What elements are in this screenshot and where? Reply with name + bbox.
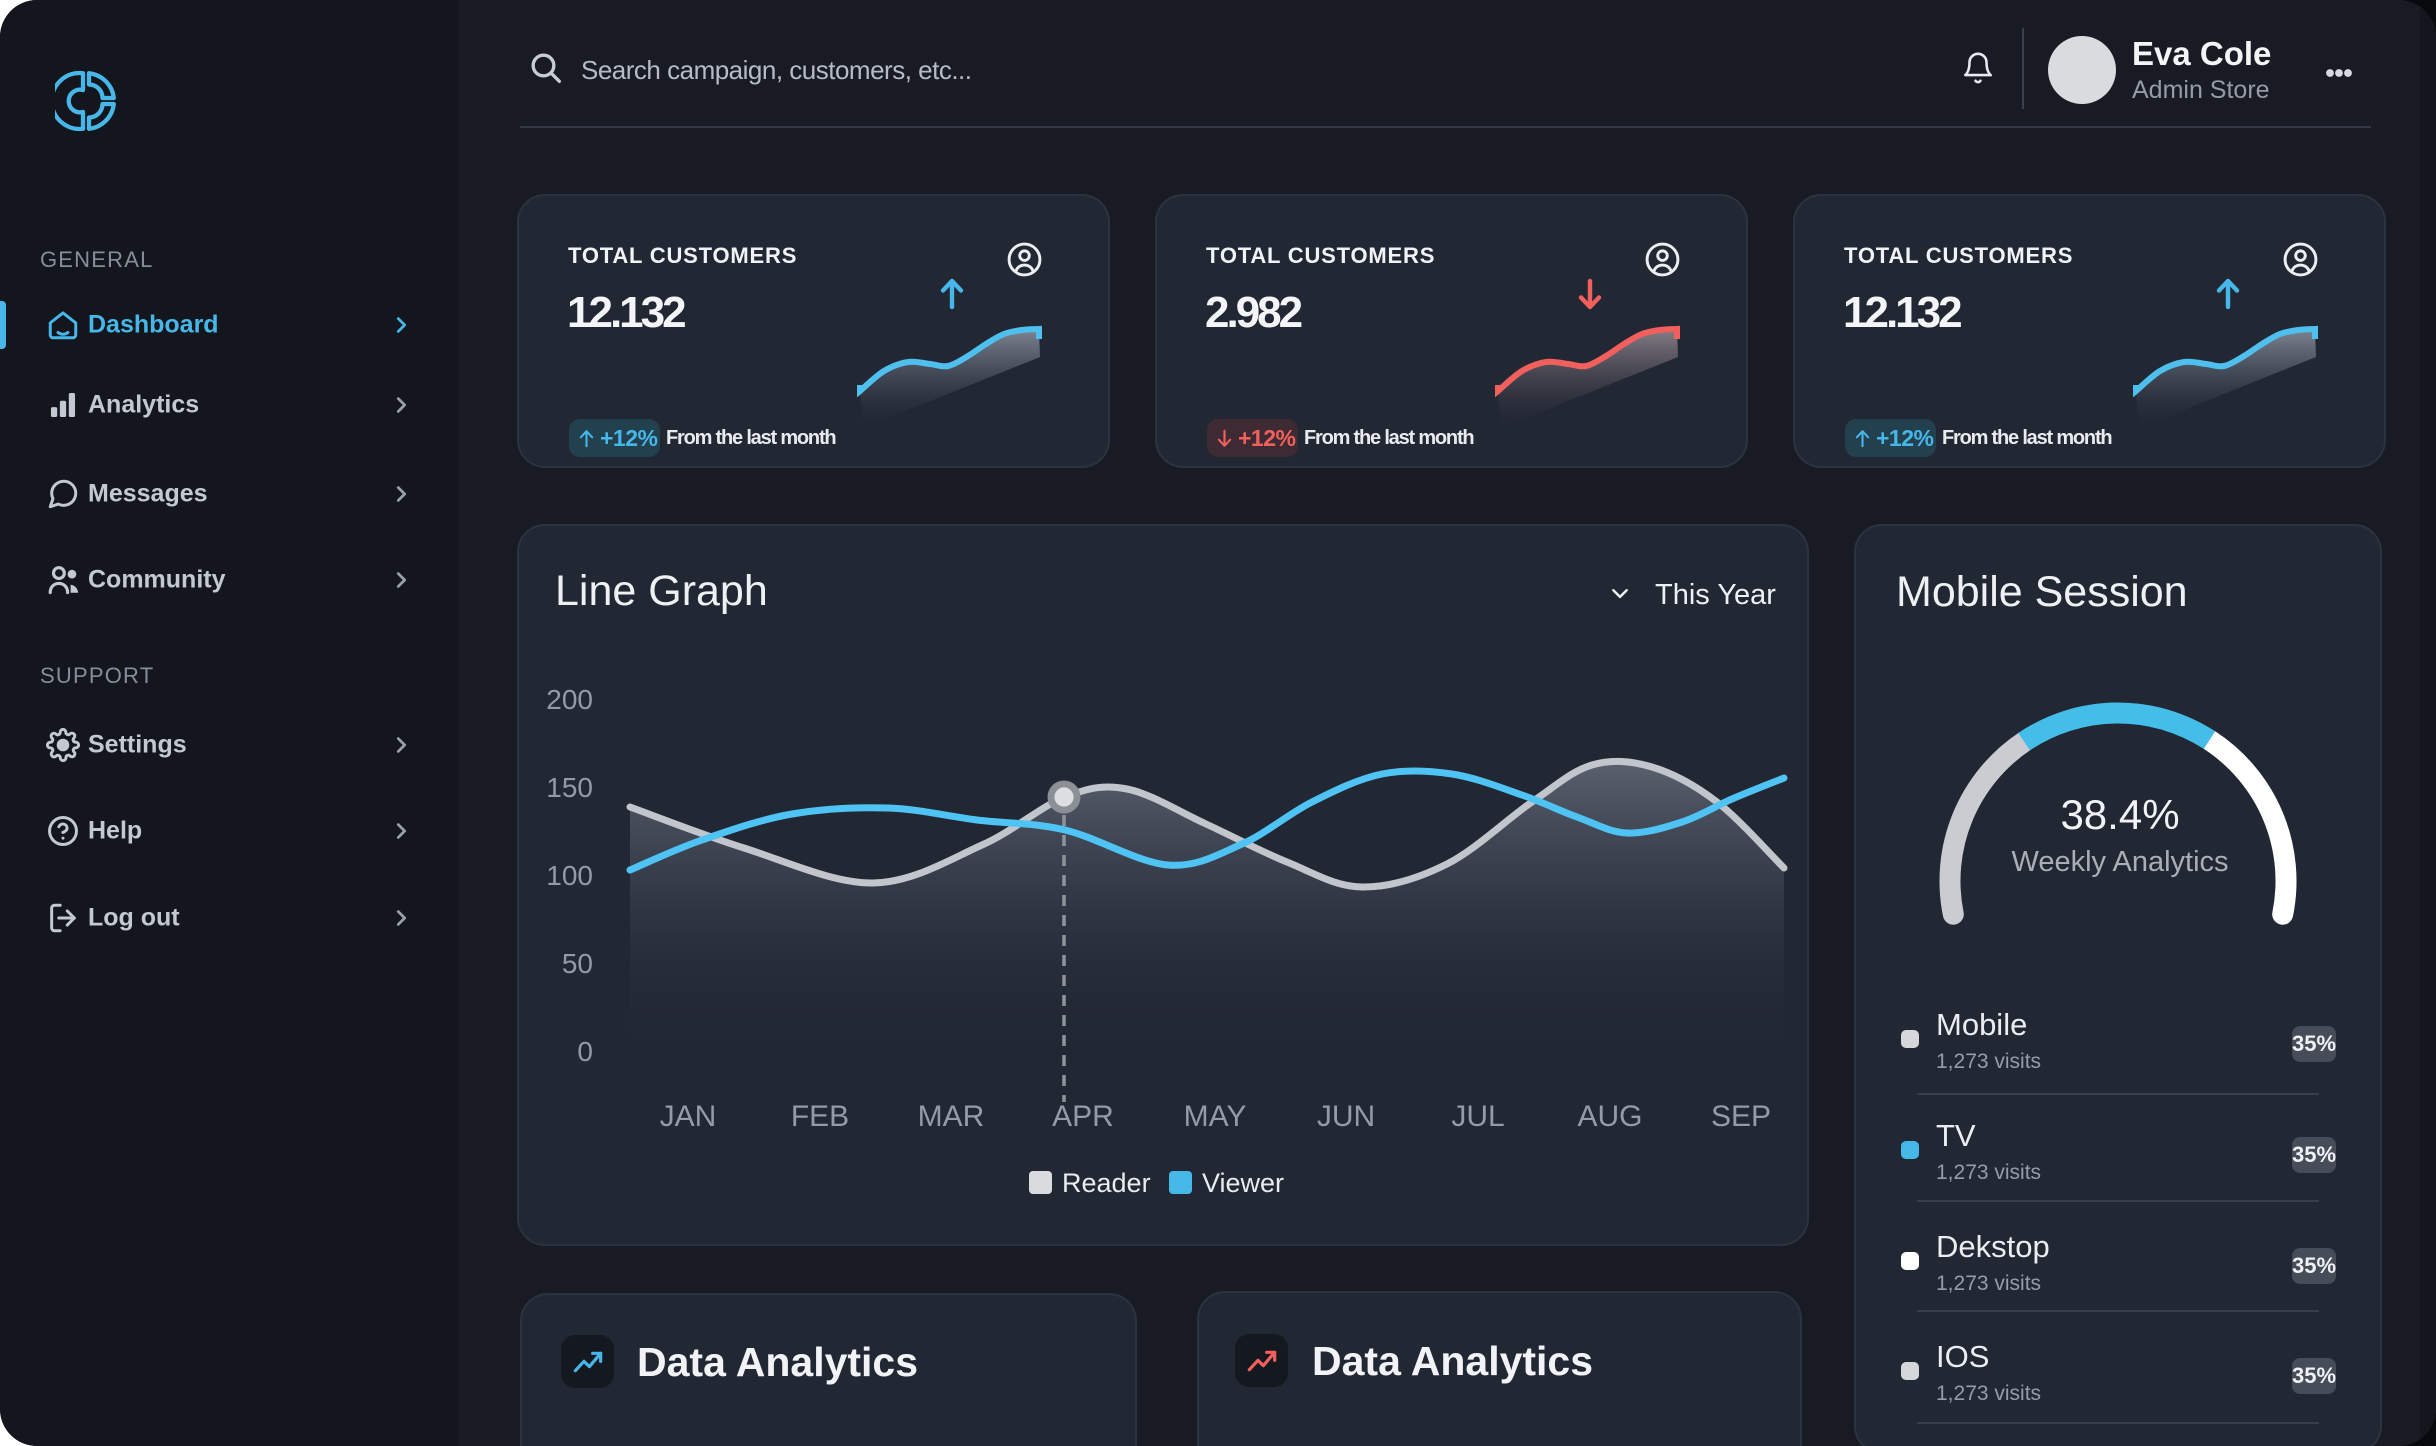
svg-text:Viewer: Viewer xyxy=(1202,1168,1284,1198)
svg-text:JAN: JAN xyxy=(660,1100,717,1133)
svg-text:1,273 visits: 1,273 visits xyxy=(1936,1050,2041,1073)
svg-text:150: 150 xyxy=(546,772,593,803)
svg-text:Mobile: Mobile xyxy=(1936,1007,2027,1042)
svg-text:MAR: MAR xyxy=(918,1100,985,1133)
svg-text:IOS: IOS xyxy=(1936,1339,1989,1374)
svg-text:JUL: JUL xyxy=(1451,1100,1504,1133)
svg-text:JUN: JUN xyxy=(1317,1100,1375,1133)
svg-text:100: 100 xyxy=(546,860,593,891)
svg-text:MAY: MAY xyxy=(1184,1100,1247,1133)
svg-text:0: 0 xyxy=(577,1036,593,1067)
svg-text:35%: 35% xyxy=(2292,1253,2336,1278)
svg-text:35%: 35% xyxy=(2292,1031,2336,1056)
svg-text:38.4%: 38.4% xyxy=(2060,791,2179,838)
svg-text:35%: 35% xyxy=(2292,1142,2336,1167)
svg-text:1,273 visits: 1,273 visits xyxy=(1936,1382,2041,1405)
svg-text:TV: TV xyxy=(1936,1118,1976,1153)
svg-text:Weekly Analytics: Weekly Analytics xyxy=(2011,846,2228,878)
svg-text:AUG: AUG xyxy=(1577,1100,1642,1133)
svg-text:APR: APR xyxy=(1052,1100,1114,1133)
svg-text:SEP: SEP xyxy=(1711,1100,1771,1133)
svg-text:1,273 visits: 1,273 visits xyxy=(1936,1161,2041,1184)
svg-text:1,273 visits: 1,273 visits xyxy=(1936,1272,2041,1295)
svg-text:Dekstop: Dekstop xyxy=(1936,1229,2050,1264)
svg-text:200: 200 xyxy=(546,684,593,715)
svg-text:Reader: Reader xyxy=(1062,1168,1151,1198)
svg-text:35%: 35% xyxy=(2292,1363,2336,1388)
svg-text:50: 50 xyxy=(562,948,593,979)
svg-text:FEB: FEB xyxy=(791,1100,849,1133)
